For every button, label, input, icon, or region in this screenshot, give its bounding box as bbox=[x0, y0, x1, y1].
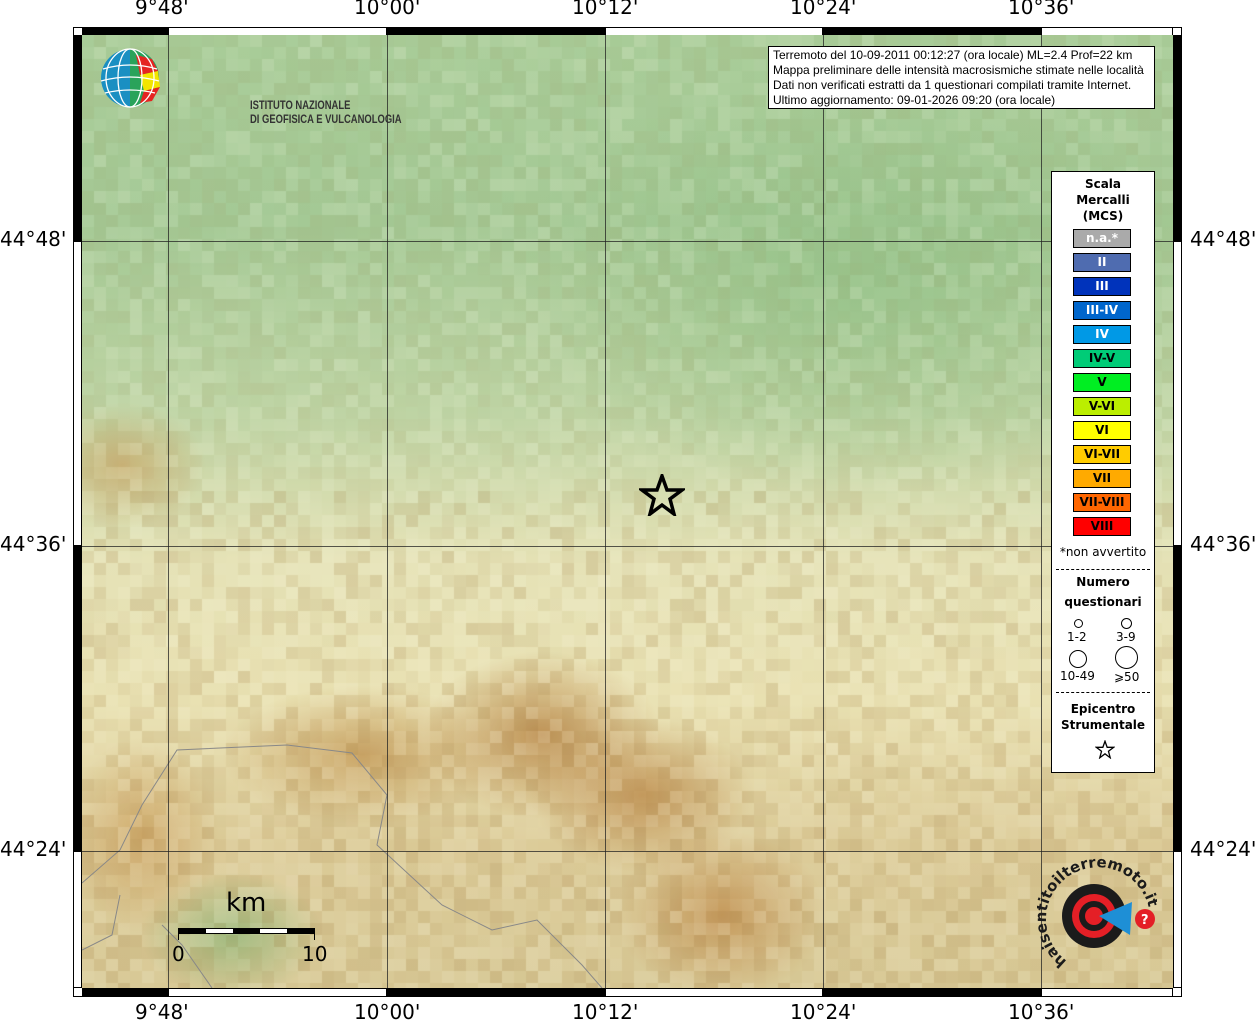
scale-bar-min: 0 bbox=[172, 942, 185, 966]
border-band bbox=[605, 988, 823, 997]
parallel-line bbox=[82, 241, 1173, 242]
epicenter-title-line: Epicentro bbox=[1070, 702, 1136, 716]
event-info-line: Mappa preliminare delle intensità macros… bbox=[773, 63, 1144, 77]
border-band bbox=[1173, 241, 1182, 546]
divider bbox=[1056, 569, 1150, 570]
epicenter-star-icon[interactable] bbox=[639, 474, 685, 516]
ingv-line2: DI GEOFISICA E VULCANOLOGIA bbox=[250, 114, 402, 126]
longitude-label: 10°36' bbox=[1008, 0, 1075, 19]
ingv-line1: ISTITUTO NAZIONALE bbox=[250, 100, 351, 112]
scale-bar-unit: km bbox=[226, 888, 267, 918]
border-band bbox=[1173, 851, 1182, 988]
meridian-line bbox=[387, 35, 388, 988]
parallel-line bbox=[82, 546, 1173, 547]
meridian-line bbox=[605, 35, 606, 988]
intensity-swatch: III-IV bbox=[1073, 301, 1131, 320]
border-band bbox=[168, 988, 387, 997]
epicenter-title-line: Strumentale bbox=[1060, 718, 1146, 732]
intensity-swatch: IV-V bbox=[1073, 349, 1131, 368]
legend-title: Scala Mercalli (MCS) bbox=[1052, 176, 1154, 224]
divider bbox=[1056, 692, 1150, 693]
border-band bbox=[1173, 35, 1182, 241]
intensity-swatch: n.a.* bbox=[1073, 229, 1131, 248]
border-band bbox=[82, 988, 168, 997]
ingv-logo-text: ISTITUTO NAZIONALE DI GEOFISICA E VULCAN… bbox=[250, 99, 402, 127]
scale-bar bbox=[178, 928, 315, 934]
count-circle-1-2 bbox=[1074, 619, 1083, 628]
longitude-label: 10°12' bbox=[572, 1000, 639, 1024]
count-label: ⩾50 bbox=[1114, 670, 1140, 684]
latitude-label: 44°36' bbox=[1190, 532, 1255, 556]
intensity-swatch: III bbox=[1073, 277, 1131, 296]
count-title-line: questionari bbox=[1064, 595, 1142, 609]
longitude-label: 10°12' bbox=[572, 0, 639, 19]
intensity-swatch: VI bbox=[1073, 421, 1131, 440]
regional-boundary-3 bbox=[161, 924, 213, 988]
event-info-line: Dati non verificati estratti da 1 questi… bbox=[773, 78, 1132, 92]
count-circle-10-49 bbox=[1069, 650, 1087, 668]
regional-boundary-2 bbox=[82, 894, 121, 951]
scale-bar-tick bbox=[314, 928, 315, 940]
intensity-swatch: VII-VIII bbox=[1073, 493, 1131, 512]
scale-bar-max: 10 bbox=[302, 942, 328, 966]
haisentito-logo: ? haisentitoilterremoto.it bbox=[1037, 857, 1157, 972]
count-label: 10-49 bbox=[1060, 669, 1095, 683]
legend-title-line: (MCS) bbox=[1082, 209, 1124, 223]
legend-title-line: Scala bbox=[1084, 177, 1122, 191]
latitude-label: 44°24' bbox=[1190, 837, 1255, 861]
meridian-line bbox=[168, 35, 169, 988]
event-info-line: Ultimo aggiornamento: 09-01-2026 09:20 (… bbox=[773, 93, 1056, 107]
intensity-swatch: V-VI bbox=[1073, 397, 1131, 416]
latitude-label: 44°24' bbox=[0, 837, 67, 861]
scale-bar-tick bbox=[178, 928, 179, 940]
ingv-globe-logo bbox=[100, 48, 160, 108]
longitude-label: 10°00' bbox=[354, 0, 421, 19]
terrain-relief bbox=[82, 35, 1173, 988]
longitude-label: 10°00' bbox=[354, 1000, 421, 1024]
meridian-line bbox=[1041, 35, 1042, 988]
border-band bbox=[73, 35, 82, 241]
latitude-label: 44°36' bbox=[0, 532, 67, 556]
intensity-swatch: VI-VII bbox=[1073, 445, 1131, 464]
map-area[interactable]: km 0 10 ISTITUTO NAZIONALE DI GEOFISICA … bbox=[82, 35, 1173, 988]
boundaries bbox=[82, 744, 603, 988]
border-band bbox=[387, 988, 605, 997]
border-band bbox=[73, 851, 82, 988]
meridian-line bbox=[823, 35, 824, 988]
border-band bbox=[73, 546, 82, 851]
longitude-label: 9°48' bbox=[135, 1000, 189, 1024]
legend-title-line: Mercalli bbox=[1076, 193, 1130, 207]
count-circle-50 bbox=[1115, 646, 1138, 669]
intensity-swatch: IV bbox=[1073, 325, 1131, 344]
latitude-label: 44°48' bbox=[1190, 227, 1255, 251]
intensity-swatch: V bbox=[1073, 373, 1131, 392]
count-title-line: Numero bbox=[1076, 575, 1130, 589]
border-band bbox=[823, 988, 1041, 997]
border-band bbox=[1173, 546, 1182, 851]
parallel-line bbox=[82, 851, 1173, 852]
longitude-label: 9°48' bbox=[135, 0, 189, 19]
longitude-label: 10°36' bbox=[1008, 1000, 1075, 1024]
intensity-swatch: VIII bbox=[1073, 517, 1131, 536]
latitude-label: 44°48' bbox=[0, 227, 67, 251]
intensity-legend: Scala Mercalli (MCS) n.a.* II III III-IV IV I… bbox=[1051, 171, 1155, 773]
longitude-label: 10°24' bbox=[790, 0, 857, 19]
longitude-label: 10°24' bbox=[790, 1000, 857, 1024]
event-info-line: Terremoto del 10-09-2011 00:12:27 (ora l… bbox=[773, 48, 1133, 62]
border-band bbox=[1041, 988, 1173, 997]
svg-text:?: ? bbox=[1141, 913, 1149, 928]
epicenter-legend-star-icon bbox=[1095, 740, 1115, 759]
legend-footnote: *non avvertito bbox=[1059, 545, 1147, 559]
event-info-box: Terremoto del 10-09-2011 00:12:27 (ora l… bbox=[768, 46, 1155, 109]
count-label: 1-2 bbox=[1067, 630, 1087, 644]
intensity-swatch: II bbox=[1073, 253, 1131, 272]
regional-boundary bbox=[82, 744, 603, 988]
border-band bbox=[73, 241, 82, 546]
intensity-swatch: VII bbox=[1073, 469, 1131, 488]
count-circle-3-9 bbox=[1121, 618, 1132, 629]
count-label: 3-9 bbox=[1116, 630, 1136, 644]
